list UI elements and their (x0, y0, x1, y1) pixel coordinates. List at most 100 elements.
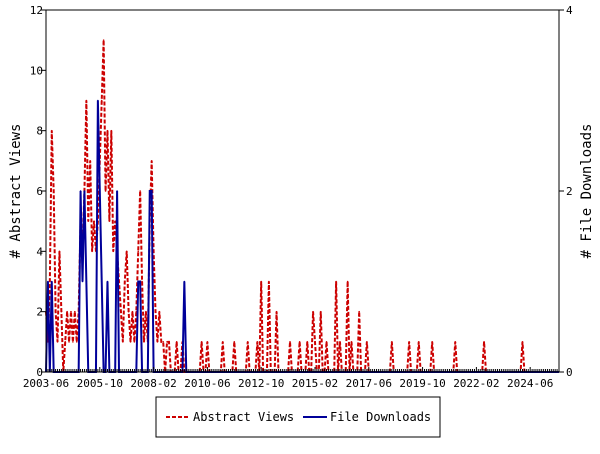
data-point (145, 310, 147, 313)
data-point (168, 341, 170, 343)
data-point (158, 310, 161, 313)
data-point (160, 341, 163, 343)
x-tick-label: 2010-06 (184, 377, 230, 390)
y-axis-left: 0 2 4 6 8 10 12 (30, 4, 46, 379)
data-point (319, 310, 322, 313)
data-point (200, 341, 203, 343)
data-point (314, 341, 316, 343)
data-point (350, 341, 353, 343)
data-point (85, 280, 88, 283)
data-point (97, 99, 99, 102)
data-point (166, 341, 168, 343)
y2-axis-title: # File Downloads (579, 124, 595, 259)
data-point (141, 280, 143, 283)
data-point (183, 280, 186, 283)
x-tick-label: 2017-06 (346, 377, 392, 390)
data-point (85, 99, 88, 102)
data-point (70, 310, 72, 313)
plot-area (45, 39, 559, 373)
data-point (47, 280, 49, 283)
data-point (335, 280, 337, 283)
data-point (312, 310, 314, 313)
data-point (339, 341, 341, 343)
data-point (148, 190, 151, 192)
data-point (50, 280, 53, 283)
data-point (108, 220, 111, 222)
data-point (106, 129, 109, 132)
series-line-abstract-views (45, 40, 559, 373)
y-tick-label: 2 (36, 306, 43, 319)
data-point (221, 341, 224, 343)
data-point (268, 280, 270, 283)
y2-tick-label: 2 (566, 185, 573, 198)
data-point (260, 280, 262, 283)
x-tick-label: 2019-10 (399, 377, 445, 390)
data-point (143, 341, 145, 343)
data-point (54, 310, 57, 313)
data-point (74, 310, 76, 313)
data-point (298, 341, 301, 343)
data-point (150, 160, 153, 162)
data-point (391, 341, 393, 343)
data-point (64, 341, 67, 343)
data-point (127, 310, 130, 313)
legend: Abstract Views File Downloads (155, 396, 441, 438)
data-point (408, 341, 410, 343)
data-point (139, 280, 141, 283)
data-point (100, 99, 103, 102)
data-point (346, 280, 349, 283)
data-point (521, 341, 524, 343)
data-point (162, 341, 165, 343)
x-tick-label: 2015-02 (292, 377, 338, 390)
legend-label-file-downloads: File Downloads (330, 410, 431, 424)
x-tick-label: 2024-06 (507, 377, 553, 390)
x-tick-label: 2005-10 (77, 377, 123, 390)
data-point (233, 341, 236, 343)
data-point (175, 341, 178, 343)
data-point (156, 341, 159, 343)
data-point (129, 341, 132, 343)
data-point (100, 280, 103, 283)
data-point (133, 341, 136, 343)
data-point (112, 250, 115, 253)
y-tick-label: 12 (30, 4, 43, 17)
data-point (306, 341, 309, 343)
data-point (125, 250, 128, 253)
data-point (56, 341, 59, 343)
x-tick-label: 2012-10 (238, 377, 284, 390)
data-point (325, 341, 328, 343)
data-point (358, 310, 360, 313)
y-tick-label: 10 (30, 64, 43, 77)
data-point (122, 341, 124, 343)
data-point (79, 190, 82, 192)
data-point (75, 341, 78, 343)
data-point (89, 160, 91, 162)
legend-box (155, 396, 441, 438)
data-point (87, 220, 90, 222)
data-point (93, 220, 95, 222)
y2-tick-label: 4 (566, 4, 573, 17)
y-tick-label: 6 (36, 185, 43, 198)
data-point (206, 341, 209, 343)
y2-tick-label: 0 (566, 366, 573, 379)
legend-label-abstract-views: Abstract Views (193, 410, 294, 424)
data-point (66, 310, 68, 313)
data-point (49, 280, 51, 283)
x-tick-label: 2003-06 (23, 377, 69, 390)
data-point (431, 341, 433, 343)
data-point (366, 341, 368, 343)
data-point (106, 280, 109, 283)
data-point (81, 280, 84, 283)
data-point (72, 341, 74, 343)
data-point (116, 190, 118, 192)
data-point (102, 39, 105, 41)
data-point (289, 341, 291, 343)
data-point (104, 190, 107, 192)
y-axis-title: # Abstract Views (8, 124, 24, 259)
x-tick-label: 2008-02 (130, 377, 176, 390)
data-point (246, 341, 249, 343)
data-point (131, 310, 134, 313)
data-point (98, 190, 101, 192)
